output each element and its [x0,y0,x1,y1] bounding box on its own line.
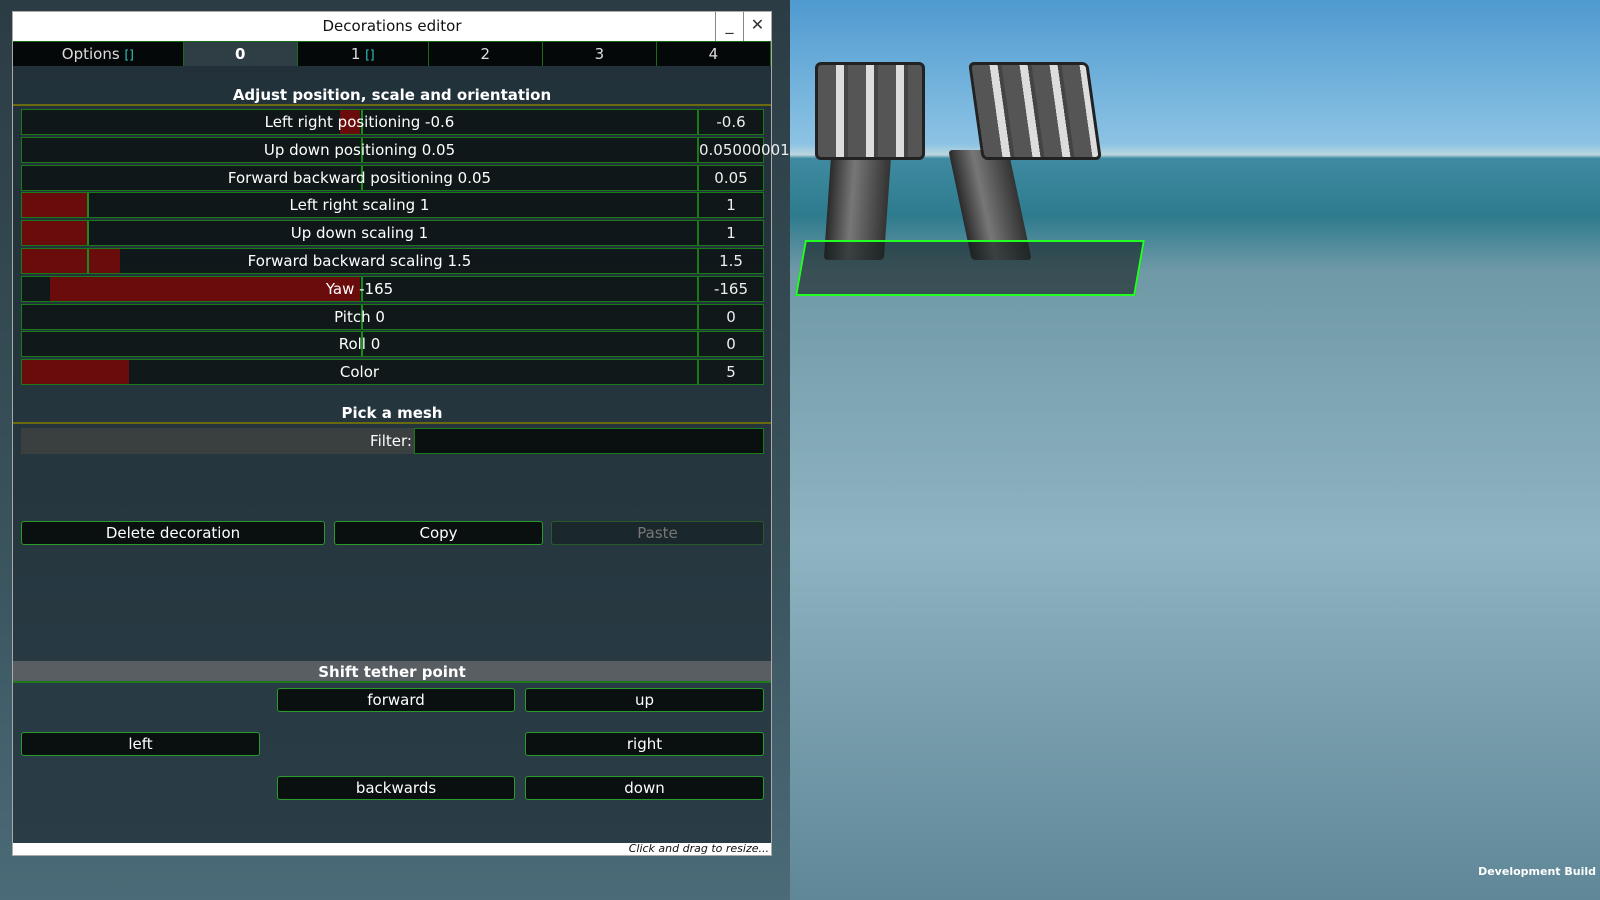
tab-marker: [] [365,48,375,62]
filter-label: Filter: [370,432,412,450]
slider-handle[interactable] [360,165,363,190]
slider-fill [22,249,120,273]
up-button[interactable]: up [525,688,764,712]
slider-handle[interactable] [87,193,90,218]
slider-row: Roll 0 0 [21,331,764,358]
slider-fill [50,276,361,301]
value-slider[interactable]: Forward backward scaling 1.5 [21,248,698,274]
slider-label: Roll 0 [338,335,381,354]
value-input[interactable]: -165 [698,275,764,302]
tab-3[interactable]: 3 [542,41,657,66]
slider-label: Forward backward positioning 0.05 [227,168,492,187]
slider-fill [22,193,88,218]
slider-fill [22,360,130,385]
slider-label: Left right positioning -0.6 [264,113,455,131]
filter-input[interactable] [414,428,764,454]
slider-row: Up down positioning 0.05 0.05000001 [21,136,790,163]
slider-label: Forward backward scaling 1.5 [247,252,472,270]
value-input[interactable]: 1 [698,220,764,247]
value-input[interactable]: 0 [698,303,764,330]
value-slider[interactable]: Up down scaling 1 [21,220,698,247]
paste-button: Paste [551,521,764,545]
slider-row: Up down scaling 1 1 [21,220,764,247]
slider-handle[interactable] [87,249,90,273]
slider-label: Yaw -165 [325,279,394,298]
tab-bar: Options [] 0 1 [] 2 3 4 [13,41,771,66]
value-slider[interactable]: Yaw -165 [21,275,698,302]
left-button[interactable]: left [21,732,260,756]
slider-row: Pitch 0 0 [21,303,764,330]
tab-1[interactable]: 1 [] [297,41,429,66]
slider-row: Yaw -165 -165 [21,275,764,302]
adjust-heading: Adjust position, scale and orientation [13,84,771,106]
slider-fill [22,221,88,246]
slider-label: Pitch 0 [334,307,385,326]
down-button[interactable]: down [525,776,764,800]
value-slider[interactable]: Roll 0 [21,331,698,358]
slider-row: Forward backward scaling 1.5 1.5 [21,248,764,274]
value-input[interactable]: 0.05000001 [698,136,790,163]
title-bar[interactable]: Decorations editor _ ✕ [13,12,771,41]
close-button[interactable]: ✕ [743,12,771,41]
filter-row: Filter: [21,428,764,454]
value-slider[interactable]: Left right scaling 1 [21,192,698,219]
slider-row: Forward backward positioning 0.05 0.05 [21,164,764,191]
tab-4[interactable]: 4 [656,41,771,66]
backwards-button[interactable]: backwards [277,776,515,800]
slider-label: Up down scaling 1 [290,224,429,243]
slider-row: Color 5 [21,359,764,386]
window-title: Decorations editor [322,17,462,35]
slider-handle[interactable] [360,276,363,301]
minimize-button[interactable]: _ [715,12,743,41]
slider-row: Left right positioning -0.6 -0.6 [21,109,764,135]
value-slider[interactable]: Pitch 0 [21,303,698,330]
value-input[interactable]: -0.6 [698,109,764,135]
slider-handle[interactable] [360,137,363,162]
copy-button[interactable]: Copy [334,521,543,545]
chimney-cap [815,62,925,160]
right-button[interactable]: right [525,732,764,756]
slider-handle[interactable] [360,332,363,357]
value-input[interactable]: 0.05 [698,164,764,191]
value-slider[interactable]: Color [21,359,698,386]
forward-button[interactable]: forward [277,688,515,712]
pick-mesh-heading: Pick a mesh [13,402,771,424]
value-slider[interactable]: Forward backward positioning 0.05 [21,164,698,191]
chimney-cap [968,62,1102,160]
delete-decoration-button[interactable]: Delete decoration [21,521,325,545]
slider-handle[interactable] [87,221,90,246]
resize-handle[interactable]: Click and drag to resize... [13,843,771,855]
slider-label: Up down positioning 0.05 [263,140,456,159]
tab-0[interactable]: 0 [183,41,298,66]
value-slider[interactable]: Up down positioning 0.05 [21,136,698,163]
value-input[interactable]: 1.5 [698,248,764,274]
slider-handle[interactable] [360,304,363,329]
slider-fill [340,110,361,134]
tab-marker: [] [124,48,134,62]
value-input[interactable]: 1 [698,192,764,219]
slider-label: Color [339,363,380,382]
tab-label: 1 [350,45,361,63]
value-input[interactable]: 5 [698,359,764,386]
tab-label: Options [61,45,120,63]
decorations-editor-window[interactable]: Decorations editor _ ✕ Options [] 0 1 []… [12,11,790,856]
tab-options[interactable]: Options [] [13,41,184,66]
value-input[interactable]: 0 [698,331,764,358]
tether-heading: Shift tether point [13,661,771,683]
dev-build-label: Development Build [1478,865,1596,878]
slider-row: Left right scaling 1 1 [21,192,764,219]
selection-box [795,240,1145,296]
value-slider[interactable]: Left right positioning -0.6 [21,109,698,135]
slider-label: Left right scaling 1 [289,196,430,215]
slider-handle[interactable] [360,110,363,134]
tab-2[interactable]: 2 [428,41,543,66]
